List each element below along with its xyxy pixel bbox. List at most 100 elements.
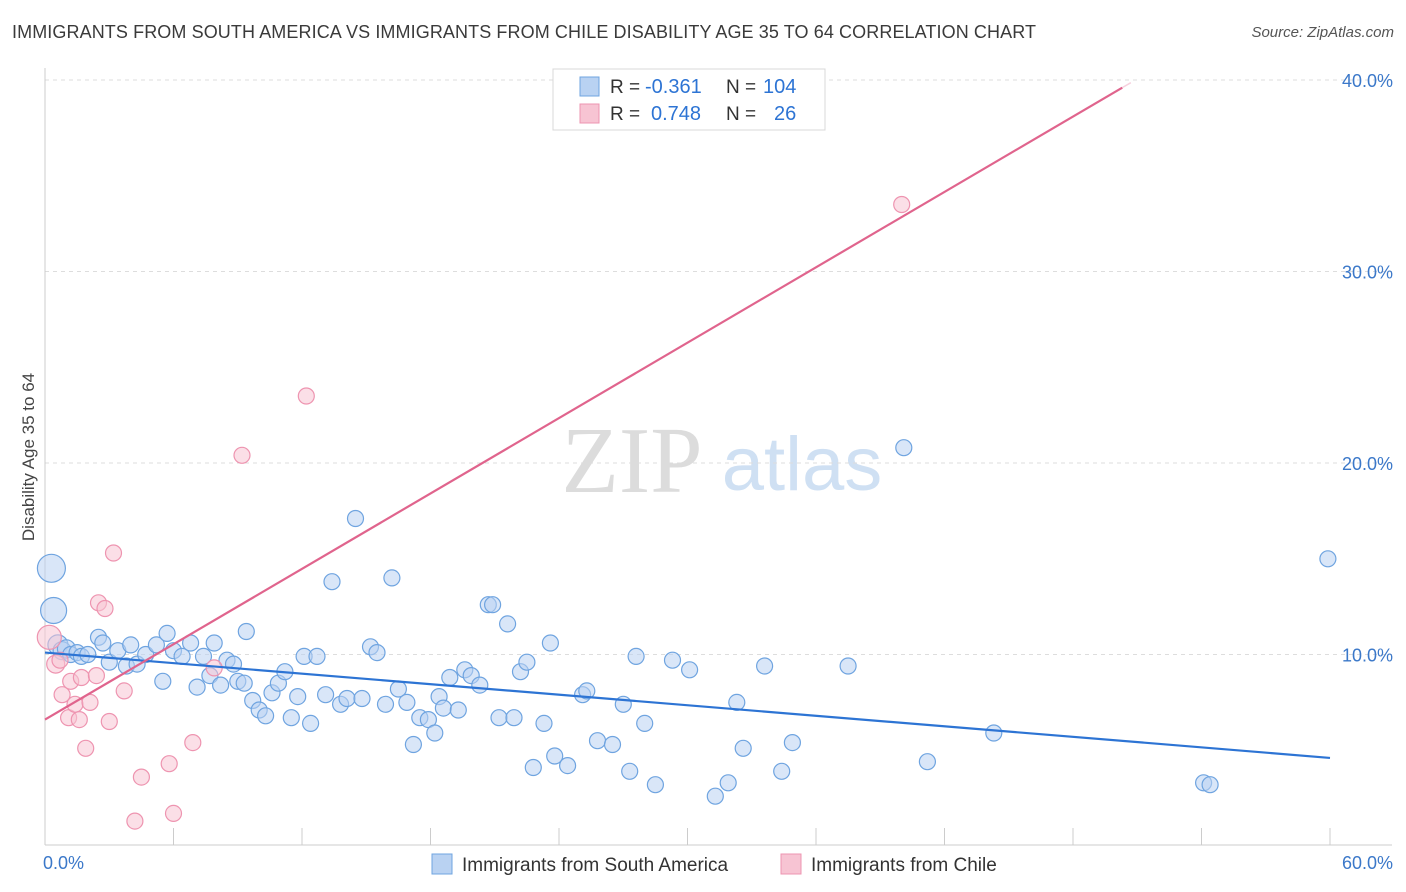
point-south-america-52 bbox=[376, 695, 395, 713]
point-south-america-73 bbox=[518, 653, 536, 671]
y-axis-label: Disability Age 35 to 64 bbox=[19, 373, 38, 541]
point-chile-15 bbox=[104, 544, 123, 562]
point-south-america-44 bbox=[317, 686, 335, 704]
point-south-america-87 bbox=[646, 776, 665, 794]
watermark-zip: ZIP bbox=[562, 409, 703, 513]
x-tick-labels: 0.0% 60.0% bbox=[43, 853, 1393, 873]
point-south-america-17 bbox=[147, 636, 165, 654]
point-south-america-14 bbox=[122, 636, 140, 654]
trend-lines bbox=[44, 82, 1331, 760]
point-south-america-56 bbox=[404, 735, 422, 754]
point-south-america-27 bbox=[212, 676, 230, 694]
point-chile-17 bbox=[132, 768, 150, 786]
chart-source: Source: ZipAtlas.com bbox=[1251, 24, 1394, 41]
point-south-america-48 bbox=[346, 509, 365, 528]
point-south-america-82 bbox=[603, 735, 622, 754]
point-chile-14 bbox=[100, 712, 118, 731]
point-south-america-8 bbox=[79, 645, 97, 664]
trend-line-south-america bbox=[44, 651, 1331, 760]
point-south-america-1 bbox=[39, 596, 68, 625]
point-south-america-39 bbox=[282, 709, 300, 727]
point-south-america-71 bbox=[505, 709, 523, 727]
y-tick-label-20: 20.0% bbox=[1342, 454, 1393, 474]
point-south-america-69 bbox=[490, 709, 508, 727]
point-south-america-42 bbox=[302, 714, 320, 733]
legend-label-south-america: Immigrants from South America bbox=[462, 855, 729, 876]
point-south-america-53 bbox=[383, 569, 401, 587]
point-south-america-47 bbox=[338, 689, 356, 708]
stats-r-label-0: R = bbox=[610, 77, 640, 98]
y-tick-label-40: 40.0% bbox=[1342, 71, 1393, 91]
point-south-america-40 bbox=[289, 687, 307, 706]
point-south-america-43 bbox=[308, 647, 326, 666]
point-south-america-59 bbox=[426, 724, 444, 742]
point-south-america-88 bbox=[663, 651, 682, 669]
stats-legend: R = -0.361 N = 104 R = 0.748 N = 26 bbox=[552, 68, 826, 131]
point-south-america-102 bbox=[1201, 776, 1219, 794]
point-south-america-74 bbox=[524, 758, 542, 777]
point-south-america-18 bbox=[154, 672, 172, 690]
point-chile-2 bbox=[51, 651, 69, 669]
point-south-america-10 bbox=[94, 634, 112, 652]
trend-line-chile-extension bbox=[1121, 82, 1132, 89]
point-south-america-89 bbox=[680, 661, 699, 679]
axes bbox=[44, 68, 1392, 846]
stats-n-value-1: 26 bbox=[774, 103, 796, 125]
stats-n-label-1: N = bbox=[726, 104, 756, 125]
stats-r-value-1: 0.748 bbox=[651, 103, 701, 125]
y-tick-labels: 10.0% 20.0% 30.0% 40.0% bbox=[1342, 71, 1393, 666]
point-south-america-85 bbox=[627, 647, 645, 666]
stats-r-label-1: R = bbox=[610, 104, 640, 125]
point-south-america-61 bbox=[434, 699, 452, 717]
x-tick-label-60: 60.0% bbox=[1342, 853, 1393, 873]
point-chile-23 bbox=[233, 446, 251, 464]
stats-n-value-0: 104 bbox=[763, 76, 796, 98]
point-south-america-97 bbox=[839, 657, 857, 675]
point-south-america-98 bbox=[895, 439, 913, 457]
series-chile-points bbox=[36, 195, 911, 830]
point-south-america-66 bbox=[471, 676, 489, 694]
point-south-america-70 bbox=[499, 615, 517, 633]
point-chile-13 bbox=[96, 599, 114, 618]
point-chile-19 bbox=[160, 755, 178, 773]
point-south-america-29 bbox=[224, 655, 243, 673]
point-south-america-24 bbox=[194, 647, 213, 666]
point-south-america-94 bbox=[755, 657, 774, 675]
point-chile-3 bbox=[53, 686, 71, 704]
point-south-america-90 bbox=[706, 787, 724, 805]
stats-n-label-0: N = bbox=[726, 77, 756, 98]
point-chile-21 bbox=[184, 733, 202, 752]
point-chile-25 bbox=[893, 195, 911, 214]
x-tick-label-0: 0.0% bbox=[43, 853, 84, 873]
point-south-america-49 bbox=[353, 689, 371, 708]
stats-swatch-south-america bbox=[579, 76, 600, 97]
series-legend: Immigrants from South America Immigrants… bbox=[431, 853, 997, 876]
y-tick-label-10: 10.0% bbox=[1342, 646, 1393, 666]
point-south-america-81 bbox=[588, 732, 607, 750]
point-south-america-35 bbox=[257, 707, 275, 725]
point-south-america-76 bbox=[541, 634, 560, 652]
point-south-america-80 bbox=[578, 682, 596, 700]
point-chile-18 bbox=[126, 812, 144, 830]
point-south-america-96 bbox=[783, 733, 802, 752]
point-south-america-100 bbox=[985, 724, 1003, 742]
watermark-atlas: atlas bbox=[722, 422, 883, 507]
point-chile-7 bbox=[70, 710, 88, 729]
stats-r-value-0: -0.361 bbox=[645, 76, 702, 98]
point-south-america-23 bbox=[188, 678, 206, 696]
point-south-america-32 bbox=[237, 622, 255, 641]
point-chile-8 bbox=[72, 668, 91, 687]
point-south-america-55 bbox=[398, 693, 416, 712]
legend-swatch-south-america bbox=[431, 853, 453, 875]
point-south-america-93 bbox=[734, 739, 752, 757]
point-south-america-51 bbox=[368, 643, 386, 662]
point-chile-16 bbox=[115, 682, 133, 700]
point-south-america-63 bbox=[449, 701, 467, 719]
point-south-america-26 bbox=[205, 634, 223, 652]
point-south-america-103 bbox=[1319, 550, 1337, 568]
point-south-america-45 bbox=[323, 573, 341, 591]
point-chile-0 bbox=[36, 624, 62, 650]
point-south-america-77 bbox=[546, 747, 564, 765]
legend-swatch-chile bbox=[780, 853, 802, 875]
